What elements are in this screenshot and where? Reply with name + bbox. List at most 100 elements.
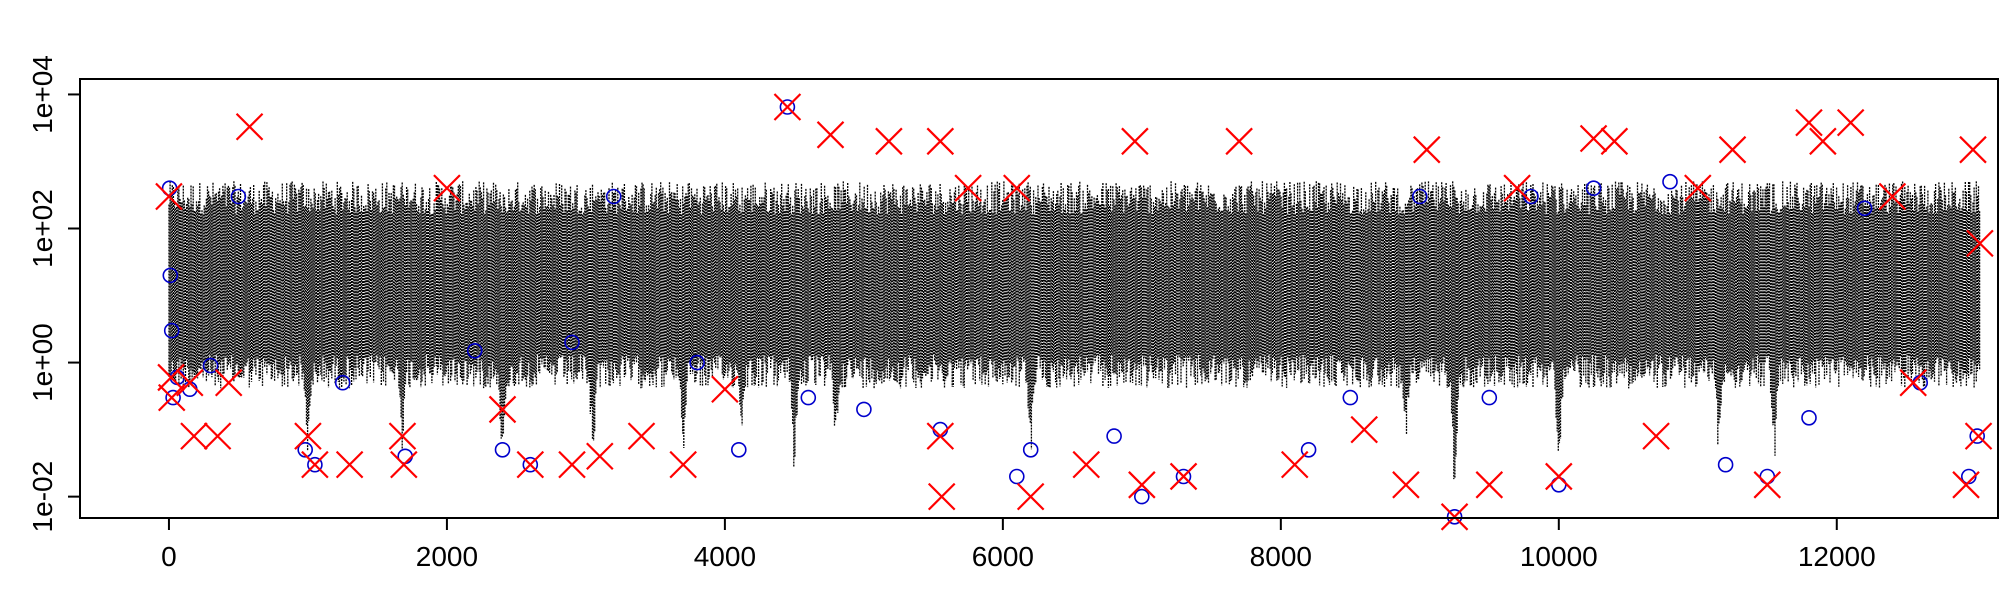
cross-point (1959, 135, 1987, 164)
circle-point (494, 441, 511, 458)
cross-point (1684, 174, 1712, 202)
cross-point (1475, 471, 1504, 499)
cross-point (1600, 127, 1629, 156)
cross-point (1718, 135, 1747, 164)
cross-point (1899, 368, 1927, 397)
x-tick-label: 12000 (1798, 541, 1876, 572)
circle-point (1662, 173, 1678, 190)
circle-point (1300, 441, 1317, 458)
cross-point (1350, 415, 1379, 444)
cross-point (516, 450, 545, 479)
circle-point (1801, 409, 1817, 426)
circle-point (1008, 468, 1025, 485)
circle-point (605, 188, 622, 205)
cross-point (1016, 482, 1045, 511)
cross-point (1121, 127, 1149, 156)
cross-point (1795, 108, 1823, 137)
x-axis: 0 2000 4000 6000 8000 10000 12000 (161, 517, 1876, 572)
x-tick-label: 8000 (1250, 541, 1312, 572)
cross-point (214, 368, 243, 397)
circle-point (1134, 488, 1150, 505)
cross-point (1545, 462, 1573, 491)
circle-point (1175, 468, 1192, 485)
circle-point (689, 354, 705, 371)
cross-point (301, 450, 329, 479)
cross-point (627, 422, 656, 450)
y-axis: 1e-02 1e+00 1e+02 1e+04 (27, 55, 81, 533)
circle-point (800, 389, 817, 406)
cross-point (1966, 229, 1994, 258)
circle-point (162, 267, 179, 284)
cross-point (711, 375, 739, 404)
circle-point (230, 188, 247, 205)
cross-point (1440, 503, 1469, 531)
cross-point (954, 174, 982, 202)
x-tick-label: 2000 (416, 541, 478, 572)
cross-point (1225, 127, 1253, 156)
circle-point (856, 401, 872, 418)
cross-point (558, 450, 586, 479)
cross-point (1952, 471, 1980, 499)
circle-point (1022, 441, 1039, 458)
circle-point (334, 374, 351, 391)
circle-point (779, 99, 796, 115)
circle-point (564, 334, 580, 351)
x-tick-label: 0 (161, 541, 177, 572)
cross-point (1753, 471, 1782, 499)
cross-point (157, 383, 186, 412)
cross-point (488, 395, 517, 424)
circle-point (1585, 180, 1602, 196)
cross-point (155, 182, 183, 211)
cross-point (157, 363, 185, 392)
circle-point (522, 456, 539, 473)
x-tick-label: 10000 (1520, 541, 1598, 572)
cross-point (1072, 450, 1101, 479)
y-tick-label: 1e+04 (27, 55, 58, 134)
circle-point (1342, 389, 1359, 406)
cross-point (927, 482, 956, 511)
circle-point (1412, 188, 1428, 205)
cross-point (1642, 422, 1670, 450)
circle-point (297, 441, 314, 458)
cross-point (1412, 135, 1441, 164)
cross-point (390, 450, 418, 479)
cross-point (180, 422, 208, 450)
circle-point (466, 342, 483, 359)
cross-point (1878, 182, 1907, 211)
cross-point (875, 127, 903, 156)
circle-point (1856, 200, 1873, 217)
y-tick-label: 1e+00 (27, 323, 58, 402)
circle-point (165, 389, 181, 406)
cross-point (1392, 471, 1420, 499)
cross-point (586, 442, 614, 471)
cross-point (335, 450, 364, 479)
circle-point (1717, 456, 1734, 473)
cross-point (294, 422, 322, 450)
circle-point (163, 322, 180, 339)
circle-point (202, 357, 219, 374)
cross-point (388, 422, 417, 450)
cross-point (1503, 174, 1531, 202)
y-tick-label: 1e+02 (27, 189, 58, 268)
cross-point (926, 422, 955, 450)
cross-point (235, 112, 264, 141)
x-tick-label: 6000 (972, 541, 1034, 572)
circle-point (932, 421, 949, 438)
circle-point (1481, 389, 1498, 406)
cross-point (1280, 450, 1309, 479)
x-tick-label: 4000 (694, 541, 756, 572)
cross-point (926, 127, 955, 156)
circle-point (1106, 428, 1122, 444)
cross-point (816, 121, 845, 149)
cross-point (203, 422, 232, 450)
cross-point (1169, 462, 1198, 491)
cross-point (773, 93, 802, 121)
cross-point (1836, 108, 1865, 137)
cross-point (1128, 471, 1156, 499)
cross-point (669, 450, 697, 479)
black-line-series (168, 181, 1981, 480)
cross-point (433, 174, 461, 202)
y-tick-label: 1e-02 (27, 461, 58, 533)
circle-point (307, 456, 323, 473)
